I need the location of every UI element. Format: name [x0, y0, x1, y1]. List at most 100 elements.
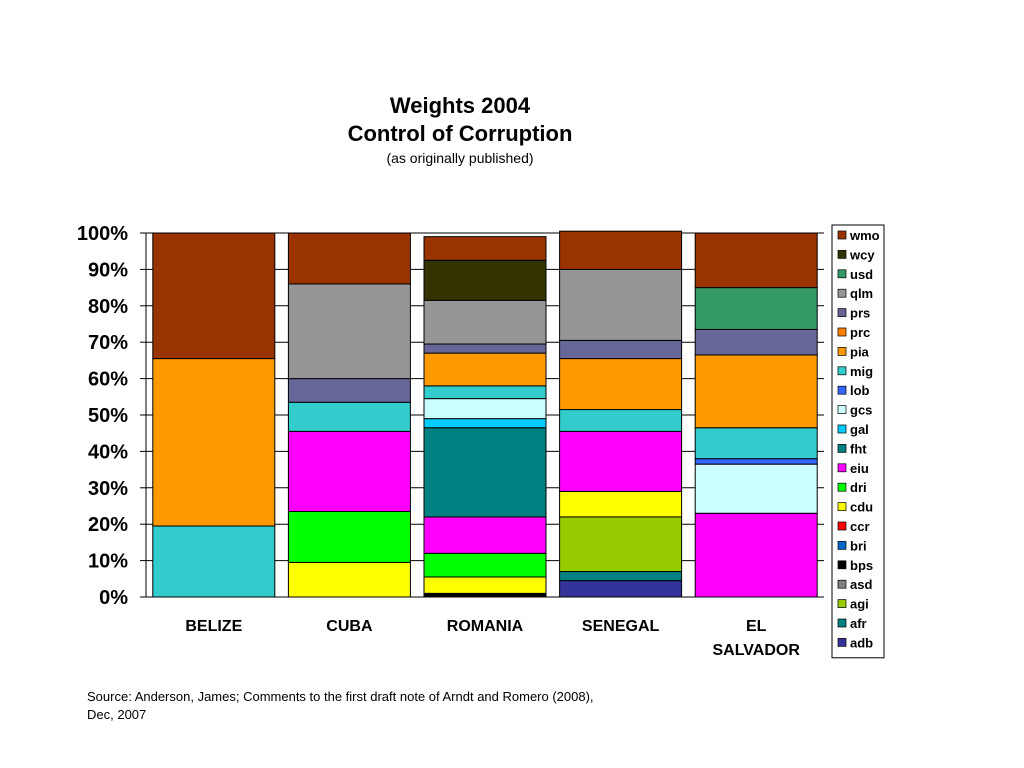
legend-swatch-gal: [837, 424, 847, 434]
legend-label-cdu: cdu: [850, 500, 873, 515]
bar-segment-fht-romania: [423, 427, 547, 518]
bar-segment-mig-el-salvador: [694, 427, 818, 460]
bar-segment-usd-el-salvador: [694, 287, 818, 330]
bar-segment-eiu-romania: [423, 516, 547, 554]
bar-segment-qlm-romania: [423, 299, 547, 345]
source-note: Source: Anderson, James; Comments to the…: [87, 688, 687, 724]
bar-segment-wmo-senegal: [559, 230, 683, 270]
legend-swatch-adb: [837, 638, 847, 647]
legend-swatch-wcy: [837, 250, 847, 259]
bar-segment-pia-el-salvador: [694, 354, 818, 429]
bar-segment-wmo-cuba: [287, 232, 411, 285]
legend-swatch-bps: [837, 560, 847, 570]
bar-segment-adb-senegal: [559, 580, 683, 598]
legend-label-fht: fht: [850, 441, 867, 456]
legend-label-wcy: wcy: [849, 247, 875, 262]
bar-segment-eiu-el-salvador: [694, 512, 818, 598]
chart-note: (as originally published): [386, 150, 534, 166]
legend-label-gcs: gcs: [850, 403, 872, 418]
legend-swatch-dri: [837, 482, 847, 492]
y-tick-label: 70%: [88, 332, 128, 354]
bar-segment-dri-cuba: [287, 510, 411, 563]
legend-label-qlm: qlm: [850, 286, 873, 301]
y-tick-label: 0%: [99, 587, 128, 609]
bar-segment-wmo-el-salvador: [694, 232, 818, 289]
legend-label-prs: prs: [850, 306, 870, 321]
x-category-label: CUBA: [326, 618, 373, 635]
x-category-label: SALVADOR: [712, 642, 800, 659]
legend-swatch-fht: [837, 444, 847, 453]
legend-label-adb: adb: [850, 635, 873, 650]
bar-segment-qlm-cuba: [287, 283, 411, 380]
bar-segment-prs-senegal: [559, 339, 683, 360]
legend-label-ccr: ccr: [850, 519, 870, 534]
bar-segment-qlm-senegal: [559, 268, 683, 341]
bar-segment-mig-senegal: [559, 409, 683, 432]
y-tick-label: 30%: [88, 478, 128, 500]
bar-segment-agi-senegal: [559, 516, 683, 573]
legend-swatch-eiu: [837, 463, 847, 473]
bar-segment-wmo-romania: [423, 236, 547, 261]
y-tick-label: 90%: [88, 259, 128, 281]
x-category-label: ROMANIA: [447, 618, 524, 635]
y-tick-label: 100%: [77, 223, 128, 245]
x-category-label: SENEGAL: [582, 618, 660, 635]
legend-swatch-asd: [837, 579, 847, 589]
legend-label-afr: afr: [850, 616, 867, 631]
chart-title: Weights 2004: [389, 93, 531, 118]
bar-segment-gal-romania: [423, 418, 547, 429]
legend-swatch-bri: [837, 541, 847, 550]
bar-segment-prs-cuba: [287, 378, 411, 403]
legend-label-dri: dri: [850, 480, 867, 495]
legend-swatch-prc: [837, 327, 847, 337]
bar-segment-eiu-senegal: [559, 430, 683, 492]
legend-swatch-wmo: [837, 230, 847, 240]
legend-label-usd: usd: [850, 267, 873, 282]
legend-label-agi: agi: [850, 597, 869, 612]
legend-swatch-gcs: [837, 405, 847, 414]
bar-segment-gcs-romania: [423, 398, 547, 420]
legend-label-gal: gal: [850, 422, 869, 437]
bar-segment-pia-romania: [423, 352, 547, 387]
bar-segment-mig-cuba: [287, 401, 411, 432]
legend-swatch-agi: [837, 599, 847, 608]
bar-segment-cdu-cuba: [287, 561, 411, 598]
y-tick-label: 40%: [88, 441, 128, 463]
bar-segment-gcs-el-salvador: [694, 463, 818, 514]
y-tick-label: 50%: [88, 405, 128, 427]
legend-swatch-qlm: [837, 288, 847, 298]
bar-segment-prs-el-salvador: [694, 328, 818, 356]
bar-segment-pia-belize: [152, 358, 276, 527]
bar-segment-pia-senegal: [559, 358, 683, 411]
legend-swatch-cdu: [837, 502, 847, 511]
legend-swatch-prs: [837, 308, 847, 317]
legend-label-pia: pia: [850, 344, 870, 359]
legend-label-wmo: wmo: [849, 228, 880, 243]
bar-segment-mig-belize: [152, 525, 276, 598]
bar-segment-eiu-cuba: [287, 430, 411, 512]
y-tick-label: 10%: [88, 551, 128, 573]
bar-segment-cdu-romania: [423, 576, 547, 594]
legend-label-asd: asd: [850, 577, 872, 592]
bar-segment-wmo-belize: [152, 232, 276, 360]
legend-label-eiu: eiu: [850, 461, 869, 476]
legend-label-mig: mig: [850, 364, 873, 379]
source-line-2: Dec, 2007: [87, 707, 147, 722]
bar-segment-dri-romania: [423, 552, 547, 578]
legend-label-lob: lob: [850, 383, 870, 398]
legend-swatch-lob: [837, 385, 847, 395]
legend-swatch-pia: [837, 347, 847, 356]
y-tick-label: 80%: [88, 296, 128, 318]
legend-swatch-mig: [837, 366, 847, 376]
legend-swatch-ccr: [837, 521, 847, 531]
bar-segment-afr-senegal: [559, 571, 683, 582]
chart-subtitle: Control of Corruption: [347, 121, 573, 146]
legend-label-prc: prc: [850, 325, 870, 340]
bar-segment-bps-romania: [423, 592, 547, 598]
bar-segment-mig-romania: [423, 385, 547, 400]
legend-swatch-usd: [837, 269, 847, 279]
legend-swatch-afr: [837, 618, 847, 628]
x-category-label: EL: [746, 618, 767, 635]
y-tick-label: 60%: [88, 369, 128, 391]
